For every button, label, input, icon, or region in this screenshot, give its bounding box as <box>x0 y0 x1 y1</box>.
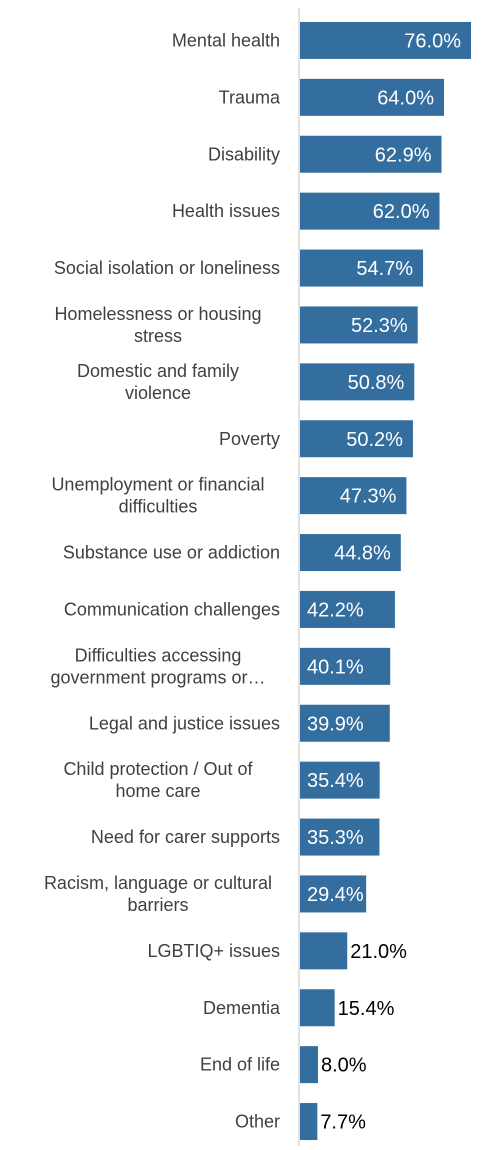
bar <box>300 534 401 572</box>
bar <box>300 1103 318 1141</box>
value-label: 50.8% <box>348 372 405 394</box>
category-label: Racism, language or cultural <box>44 873 272 893</box>
category-labels-layer: Mental health Trauma Disability Health issu… <box>44 30 281 1131</box>
value-label: 54.7% <box>356 258 413 280</box>
bar <box>300 647 391 685</box>
category-label: Poverty <box>219 429 280 449</box>
bar <box>300 420 413 458</box>
category-label: difficulties <box>119 497 198 517</box>
bar <box>300 363 415 401</box>
value-label: 64.0% <box>377 87 434 109</box>
bar <box>300 249 424 287</box>
category-label: Social isolation or loneliness <box>54 258 280 278</box>
category-label: Dementia <box>203 998 281 1018</box>
bar <box>300 989 335 1027</box>
category-label: Trauma <box>219 87 281 107</box>
category-label: Legal and justice issues <box>89 713 280 733</box>
bar <box>300 192 440 230</box>
category-label: Health issues <box>172 201 280 221</box>
category-label: Child protection / Out of <box>63 759 253 779</box>
bar <box>300 1046 318 1084</box>
value-label: 76.0% <box>404 30 461 52</box>
value-label: 62.9% <box>375 144 432 166</box>
value-label: 44.8% <box>334 543 391 565</box>
category-label: barriers <box>127 895 188 915</box>
bar <box>300 135 442 173</box>
bar <box>300 590 395 628</box>
category-label: Disability <box>208 144 280 164</box>
bar <box>300 761 380 799</box>
category-label: violence <box>125 383 191 403</box>
category-label: government programs or… <box>50 667 265 687</box>
value-label: 8.0% <box>321 1055 367 1077</box>
category-label: home care <box>115 781 200 801</box>
category-label: Unemployment or financial <box>51 475 264 495</box>
category-label: Need for carer supports <box>91 827 280 847</box>
value-label: 42.2% <box>307 599 364 621</box>
bar <box>300 875 367 913</box>
category-label: Mental health <box>172 30 280 50</box>
bar <box>300 704 390 742</box>
value-label: 52.3% <box>351 315 408 337</box>
bars-layer: 76.0% 64.0% 62.9% 62.0% 54.7% 52.3% 50.8% 50.2%… <box>300 21 471 1141</box>
bar <box>300 78 444 116</box>
bar <box>300 21 471 59</box>
category-label: Domestic and family <box>77 361 239 381</box>
value-label: 7.7% <box>320 1112 366 1134</box>
value-label: 62.0% <box>373 201 430 223</box>
category-label: Communication challenges <box>64 599 280 619</box>
category-label: End of life <box>200 1055 280 1075</box>
category-label: Difficulties accessing <box>75 645 242 665</box>
bar <box>300 477 407 515</box>
value-label: 29.4% <box>307 884 364 906</box>
category-label: stress <box>134 326 182 346</box>
bar <box>300 932 348 970</box>
value-label: 21.0% <box>350 941 407 963</box>
category-label: Homelessness or housing <box>54 304 261 324</box>
value-label: 35.3% <box>307 827 364 849</box>
bar <box>300 818 380 856</box>
value-label: 39.9% <box>307 713 364 735</box>
value-label: 35.4% <box>307 770 364 792</box>
category-label: LGBTIQ+ issues <box>147 941 280 961</box>
value-label: 40.1% <box>307 656 364 678</box>
value-label: 15.4% <box>338 998 395 1020</box>
category-label: Substance use or addiction <box>63 543 280 563</box>
value-label: 47.3% <box>340 486 397 508</box>
bar <box>300 306 418 344</box>
value-label: 50.2% <box>346 429 403 451</box>
category-label: Other <box>235 1112 280 1132</box>
